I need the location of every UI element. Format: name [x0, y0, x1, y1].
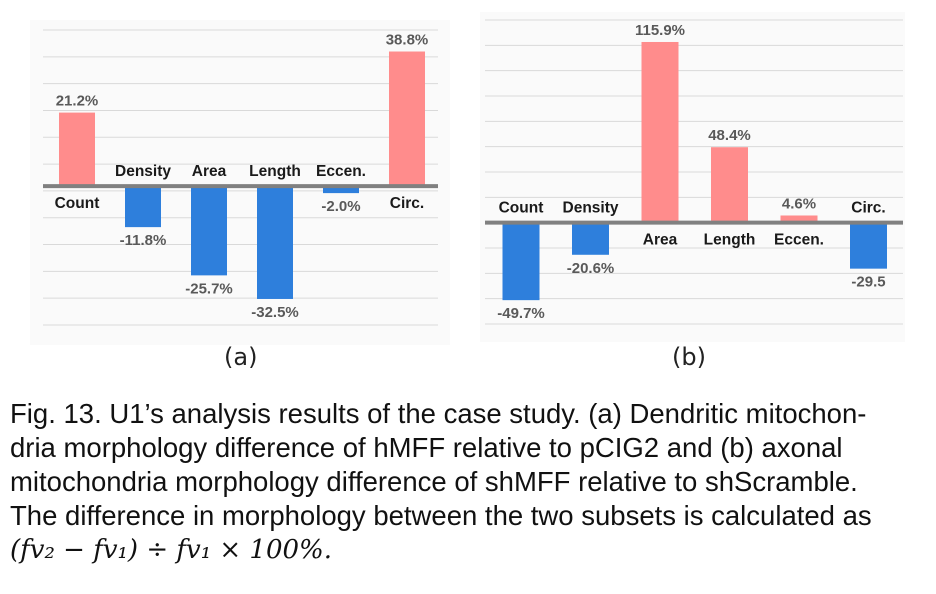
- bar-length: [257, 186, 293, 299]
- caption-formula: (fv₂ − fv₁) ÷ fv₁ × 100%.: [10, 535, 333, 565]
- category-label: Density: [115, 163, 171, 180]
- data-label: -25.7%: [185, 280, 233, 297]
- bar-area: [641, 41, 679, 223]
- data-label: -29.5: [851, 274, 885, 291]
- category-label: Length: [704, 232, 756, 249]
- data-label: 38.8%: [386, 32, 429, 49]
- bar-eccen: [780, 215, 818, 223]
- bar-eccen: [323, 186, 359, 194]
- caption-line-4: The difference in morphology between the…: [10, 500, 872, 531]
- data-label: 21.2%: [56, 93, 99, 110]
- bar-density: [125, 186, 161, 228]
- data-label: 48.4%: [708, 127, 751, 144]
- caption-line-2: dria morphology difference of hMFF relat…: [10, 432, 843, 463]
- data-label: -11.8%: [120, 232, 167, 249]
- category-label: Eccen.: [774, 232, 824, 249]
- data-label: 115.9%: [635, 22, 685, 39]
- category-label: Area: [643, 232, 678, 249]
- category-label: Eccen.: [316, 163, 366, 180]
- category-label: Circ.: [851, 200, 885, 217]
- data-label: -20.6%: [567, 260, 615, 277]
- category-label: Length: [249, 163, 301, 180]
- panel-label-a: (a): [224, 343, 258, 371]
- bar-area: [191, 186, 227, 276]
- category-label: Density: [563, 200, 619, 217]
- category-label: Count: [55, 195, 100, 212]
- chart-a: 21.2% Count -11.8% Density -25.7% Area -32.5% L…: [30, 20, 450, 345]
- chart-b: -49.7% Count -20.6% Density 115.9% Area 48.4% L…: [480, 12, 905, 342]
- bar-circ: [389, 51, 425, 187]
- category-label: Circ.: [390, 195, 424, 212]
- panel-label-b: (b): [672, 343, 706, 371]
- bar-density: [572, 222, 609, 255]
- bar-length: [711, 147, 748, 223]
- data-label: -32.5%: [251, 304, 299, 321]
- data-label: -49.7%: [497, 305, 545, 322]
- bar-count: [502, 222, 540, 301]
- category-label: Count: [499, 200, 544, 217]
- data-label: 4.6%: [782, 195, 816, 212]
- bar-count: [59, 112, 95, 187]
- caption-line-3: mitochondria morphology difference of sh…: [10, 466, 858, 497]
- caption-line-1: Fig. 13. U1’s analysis results of the ca…: [10, 398, 867, 429]
- data-label: -2.0%: [321, 198, 360, 215]
- figure-caption: Fig. 13. U1’s analysis results of the ca…: [10, 397, 928, 567]
- bar-circ: [850, 222, 887, 269]
- category-label: Area: [192, 163, 227, 180]
